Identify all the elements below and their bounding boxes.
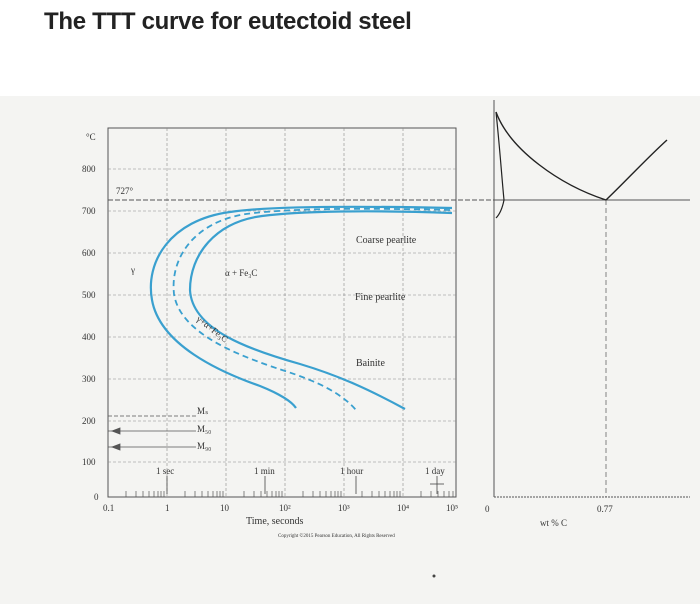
phase-diagram xyxy=(493,100,690,498)
y-unit-label: °C xyxy=(86,132,96,142)
plot-frame xyxy=(107,127,457,498)
y-tick-100: 100 xyxy=(82,457,96,467)
photo-background xyxy=(0,96,700,604)
alpha-fe3c-label: α + Fe₃C xyxy=(225,268,257,278)
wt-tick-0: 0 xyxy=(485,504,490,514)
y-tick-400: 400 xyxy=(82,332,96,342)
wt-percent-label: wt % C xyxy=(540,518,567,528)
transformation-start-curve xyxy=(149,205,453,409)
x-tick-100000: 10⁵ xyxy=(446,503,458,513)
marker-1-hour: 1 hour xyxy=(340,466,363,476)
vertical-gridlines xyxy=(166,128,404,497)
martensite-lines xyxy=(108,415,196,451)
a3-line xyxy=(495,111,607,201)
acm-line xyxy=(605,139,668,201)
bainite-label: Bainite xyxy=(356,358,385,369)
eutectoid-temp-label: 727° xyxy=(116,186,134,196)
transformation-end-curve xyxy=(188,210,453,410)
y-tick-0: 0 xyxy=(94,492,99,502)
austenite-label: γ xyxy=(130,265,135,275)
x-tick-1000: 10³ xyxy=(338,503,350,513)
m50-label: M₅₀ xyxy=(197,424,211,434)
marker-1-min: 1 min xyxy=(254,466,275,476)
marker-1-day: 1 day xyxy=(425,466,445,476)
page-title: The TTT curve for eutectoid steel xyxy=(44,8,412,35)
y-tick-500: 500 xyxy=(82,290,96,300)
stray-dot xyxy=(432,574,436,578)
coarse-pearlite-label: Coarse pearlite xyxy=(356,235,417,246)
x-minor-ticks xyxy=(125,491,454,497)
copyright-text: Copyright ©2015 Pearson Education, All R… xyxy=(278,533,395,539)
x-tick-10000: 10⁴ xyxy=(397,503,409,513)
marker-1-sec: 1 sec xyxy=(156,466,174,476)
wt-tick-0.77: 0.77 xyxy=(597,504,613,514)
time-marker-lines xyxy=(166,476,444,494)
y-tick-800: 800 xyxy=(82,164,96,174)
x-tick-10: 10 xyxy=(220,503,230,513)
fine-pearlite-label: Fine pearlite xyxy=(355,292,406,303)
fifty-percent-curve xyxy=(172,207,451,411)
y-tick-600: 600 xyxy=(82,248,96,258)
y-tick-300: 300 xyxy=(82,374,96,384)
y-tick-200: 200 xyxy=(82,416,96,426)
x-tick-0.1: 0.1 xyxy=(103,503,114,513)
alpha-boundary-line xyxy=(495,111,505,219)
x-axis-label: Time, seconds xyxy=(246,516,304,527)
ms-label: Mₛ xyxy=(197,406,208,416)
ttt-curves xyxy=(149,205,453,411)
x-tick-100: 10² xyxy=(279,503,291,513)
m90-label: M₉₀ xyxy=(197,441,211,451)
horizontal-gridlines xyxy=(108,168,456,463)
y-tick-700: 700 xyxy=(82,206,96,216)
x-tick-1: 1 xyxy=(165,503,170,513)
